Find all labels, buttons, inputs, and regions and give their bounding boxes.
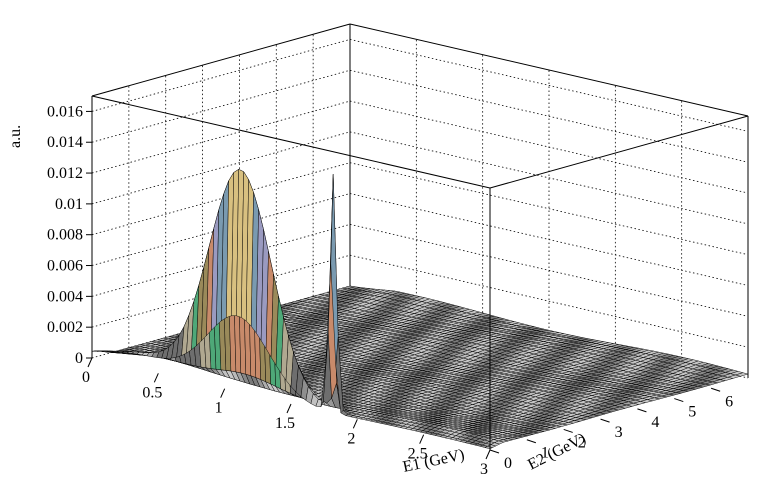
x-tick-mark — [286, 403, 292, 414]
gridline — [349, 254, 749, 348]
y-tick-label: 3 — [615, 424, 623, 441]
z-tick-label: 0.016 — [47, 103, 83, 120]
x-tick-label: 0 — [82, 369, 90, 386]
y-tick-mark — [489, 449, 500, 454]
frame-edge — [91, 23, 351, 97]
x-tick-mark — [419, 434, 425, 444]
x-tick-mark — [485, 449, 491, 460]
gridline — [91, 162, 351, 236]
x-tick-mark — [220, 388, 226, 398]
y-axis-title: E2 (GeV) — [525, 430, 589, 474]
z-axis-ticks: 0 0.002 0.004 0.006 0.008 0.01 0.012 0.014 0.016 — [47, 103, 92, 367]
frame-edge — [489, 115, 749, 189]
y-tick-mark — [563, 428, 573, 433]
gridline — [349, 131, 749, 225]
y-tick-mark — [600, 418, 610, 423]
y-axis-ticks: 0 1 2 3 4 5 6 — [489, 387, 733, 472]
surface-cell — [484, 446, 493, 450]
y-tick-mark — [526, 439, 537, 444]
frame-edge — [349, 23, 749, 117]
gridline — [91, 254, 351, 328]
plot-frame-front — [91, 95, 749, 450]
y-tick-mark — [637, 408, 647, 413]
y-tick-label: 6 — [725, 393, 733, 410]
y-tick-label: 1 — [541, 445, 549, 462]
x-tick-label: 2 — [347, 430, 355, 447]
x-tick-mark — [87, 357, 93, 368]
z-tick-label: 0.012 — [47, 165, 83, 182]
z-tick-label: 0.004 — [47, 288, 83, 305]
z-tick-label: 0.006 — [47, 258, 83, 275]
y-tick-label: 4 — [651, 414, 659, 431]
gridline — [91, 69, 351, 143]
z-tick-label: 0.01 — [55, 196, 83, 213]
gridline — [91, 131, 351, 205]
x-axis-ticks: 0 0.5 1 1.5 2 2.5 3 — [82, 357, 491, 478]
z-axis-title: a.u. — [7, 125, 24, 148]
frame-edge — [91, 95, 491, 189]
x-tick-mark — [153, 373, 159, 383]
gridline — [91, 39, 351, 112]
y-tick-mark — [710, 387, 721, 392]
y-tick-label: 2 — [578, 434, 586, 451]
x-tick-label: 3 — [480, 461, 488, 478]
z-tick-label: 0 — [75, 350, 83, 367]
x-tick-label: 2.5 — [408, 446, 428, 463]
y-tick-label: 5 — [688, 404, 696, 421]
gridline — [91, 100, 351, 174]
gridline — [91, 223, 351, 297]
z-tick-label: 0.008 — [47, 227, 83, 244]
y-tick-label: 0 — [504, 455, 512, 472]
z-tick-label: 0.014 — [47, 134, 83, 151]
gridline — [349, 162, 749, 256]
x-tick-label: 1 — [215, 400, 223, 417]
y-tick-mark — [674, 398, 684, 403]
gridline — [349, 223, 749, 317]
x-tick-mark — [352, 419, 358, 429]
gridline — [349, 69, 749, 163]
gridline — [349, 39, 749, 132]
x-tick-label: 1.5 — [275, 415, 295, 432]
plot-frame-back — [91, 23, 749, 286]
gridline — [91, 193, 351, 266]
z-tick-label: 0.002 — [47, 319, 83, 336]
surface-mesh — [91, 169, 749, 450]
x-tick-label: 0.5 — [142, 384, 162, 401]
